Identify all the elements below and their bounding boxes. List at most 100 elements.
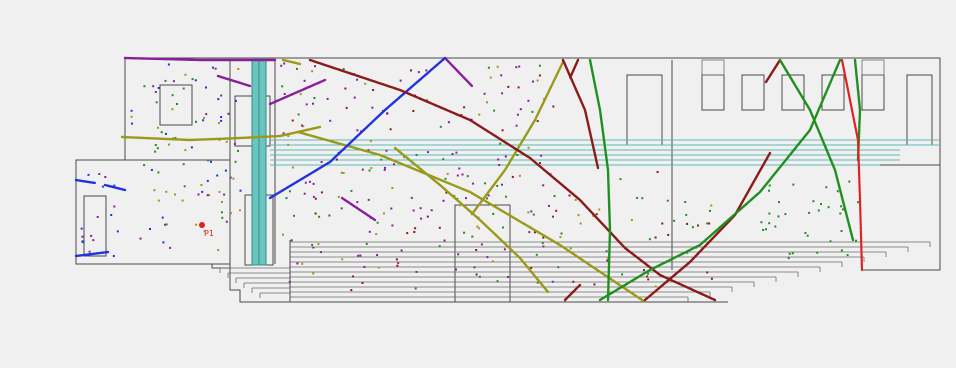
scatter-point: [817, 209, 820, 212]
scatter-point: [372, 89, 375, 91]
scatter-point: [174, 193, 176, 196]
scatter-point: [417, 71, 420, 74]
scatter-point: [527, 146, 530, 149]
scatter-point: [90, 234, 93, 237]
scatter-point: [152, 85, 155, 88]
scatter-point: [768, 222, 771, 225]
scatter-point: [646, 275, 649, 278]
scatter-point: [206, 179, 209, 182]
scatter-point: [365, 242, 368, 245]
scatter-point: [390, 207, 393, 210]
window-1: [626, 74, 663, 146]
scatter-point: [463, 106, 466, 109]
purple-track: [340, 196, 377, 222]
scatter-point: [113, 205, 116, 208]
scatter-point: [305, 103, 308, 106]
scatter-point: [234, 160, 237, 163]
scatter-point: [375, 233, 378, 236]
purple-track: [443, 56, 474, 88]
scatter-point: [184, 149, 187, 152]
scatter-point: [666, 199, 669, 202]
scatter-point: [648, 238, 651, 241]
scatter-point: [320, 191, 323, 194]
scatter-point: [484, 182, 487, 185]
scatter-point: [532, 80, 534, 83]
scatter-point: [788, 252, 791, 255]
scatter-point: [536, 79, 539, 82]
scatter-point: [217, 249, 220, 252]
scatter-point: [778, 201, 780, 204]
scatter-point: [708, 222, 711, 225]
blue-track: [268, 56, 447, 200]
scatter-point: [559, 236, 562, 239]
scatter-point: [214, 67, 217, 70]
scatter-point: [560, 232, 563, 235]
scatter-point: [478, 113, 481, 116]
scatter-point: [96, 216, 99, 218]
scatter-point: [367, 198, 370, 201]
scatter-point: [131, 122, 133, 125]
scatter-point: [541, 242, 544, 245]
scatter-point: [777, 215, 780, 218]
scatter-point: [380, 158, 383, 161]
scatter-point: [167, 63, 170, 66]
scatter-point: [225, 140, 228, 143]
scatter-point: [574, 198, 577, 201]
scatter-point: [410, 69, 412, 72]
scatter-point: [425, 69, 428, 72]
scatter-point: [383, 212, 385, 215]
scatter-point: [840, 205, 843, 208]
scatter-point: [172, 80, 175, 83]
scatter-point: [282, 233, 284, 236]
scatter-point: [518, 65, 521, 68]
scatter-point: [154, 150, 157, 153]
window-2: [701, 74, 725, 111]
window-4: [781, 74, 805, 111]
scatter-point: [461, 173, 464, 176]
scatter-point: [153, 189, 156, 192]
darkred-track: [308, 58, 717, 302]
scatter-point: [282, 132, 285, 135]
scatter-point: [291, 119, 294, 122]
scatter-point: [654, 236, 657, 239]
scatter-point: [528, 231, 531, 234]
scatter-point: [391, 187, 394, 189]
central-block: [454, 204, 511, 303]
scatter-point: [538, 74, 541, 77]
scatter-point: [808, 211, 811, 214]
darkred-track: [568, 58, 580, 80]
scatter-point: [212, 66, 214, 69]
scatter-point: [855, 239, 857, 242]
scatter-point: [293, 214, 295, 217]
scatter-point: [197, 193, 200, 196]
scatter-point: [519, 108, 522, 111]
scatter-point: [691, 226, 694, 229]
scatter-point: [456, 174, 459, 177]
scatter-point: [174, 137, 177, 139]
scatter-point: [371, 106, 374, 109]
scatter-point: [475, 273, 478, 276]
scatter-point: [328, 214, 331, 217]
green-track: [778, 58, 855, 242]
scatter-point: [500, 74, 503, 77]
scatter-point: [130, 115, 133, 118]
olive-track: [470, 60, 565, 216]
scatter-point: [503, 248, 506, 251]
scatter-point: [98, 173, 101, 175]
scatter-point: [812, 200, 815, 203]
scatter-point: [531, 110, 534, 113]
scatter-point: [511, 175, 514, 178]
scatter-point: [201, 190, 204, 193]
darkred-track: [643, 151, 772, 302]
scatter-point: [463, 231, 466, 234]
scatter-point: [356, 78, 359, 81]
scatter-point: [303, 79, 306, 82]
scatter-point: [792, 183, 795, 186]
scatter-point: [643, 269, 645, 272]
scatter-point: [169, 246, 172, 249]
scatter-point: [419, 207, 422, 210]
scatter-point: [285, 197, 288, 200]
scatter-point: [352, 275, 354, 278]
scatter-point: [621, 273, 624, 276]
scatter-point: [237, 68, 240, 70]
